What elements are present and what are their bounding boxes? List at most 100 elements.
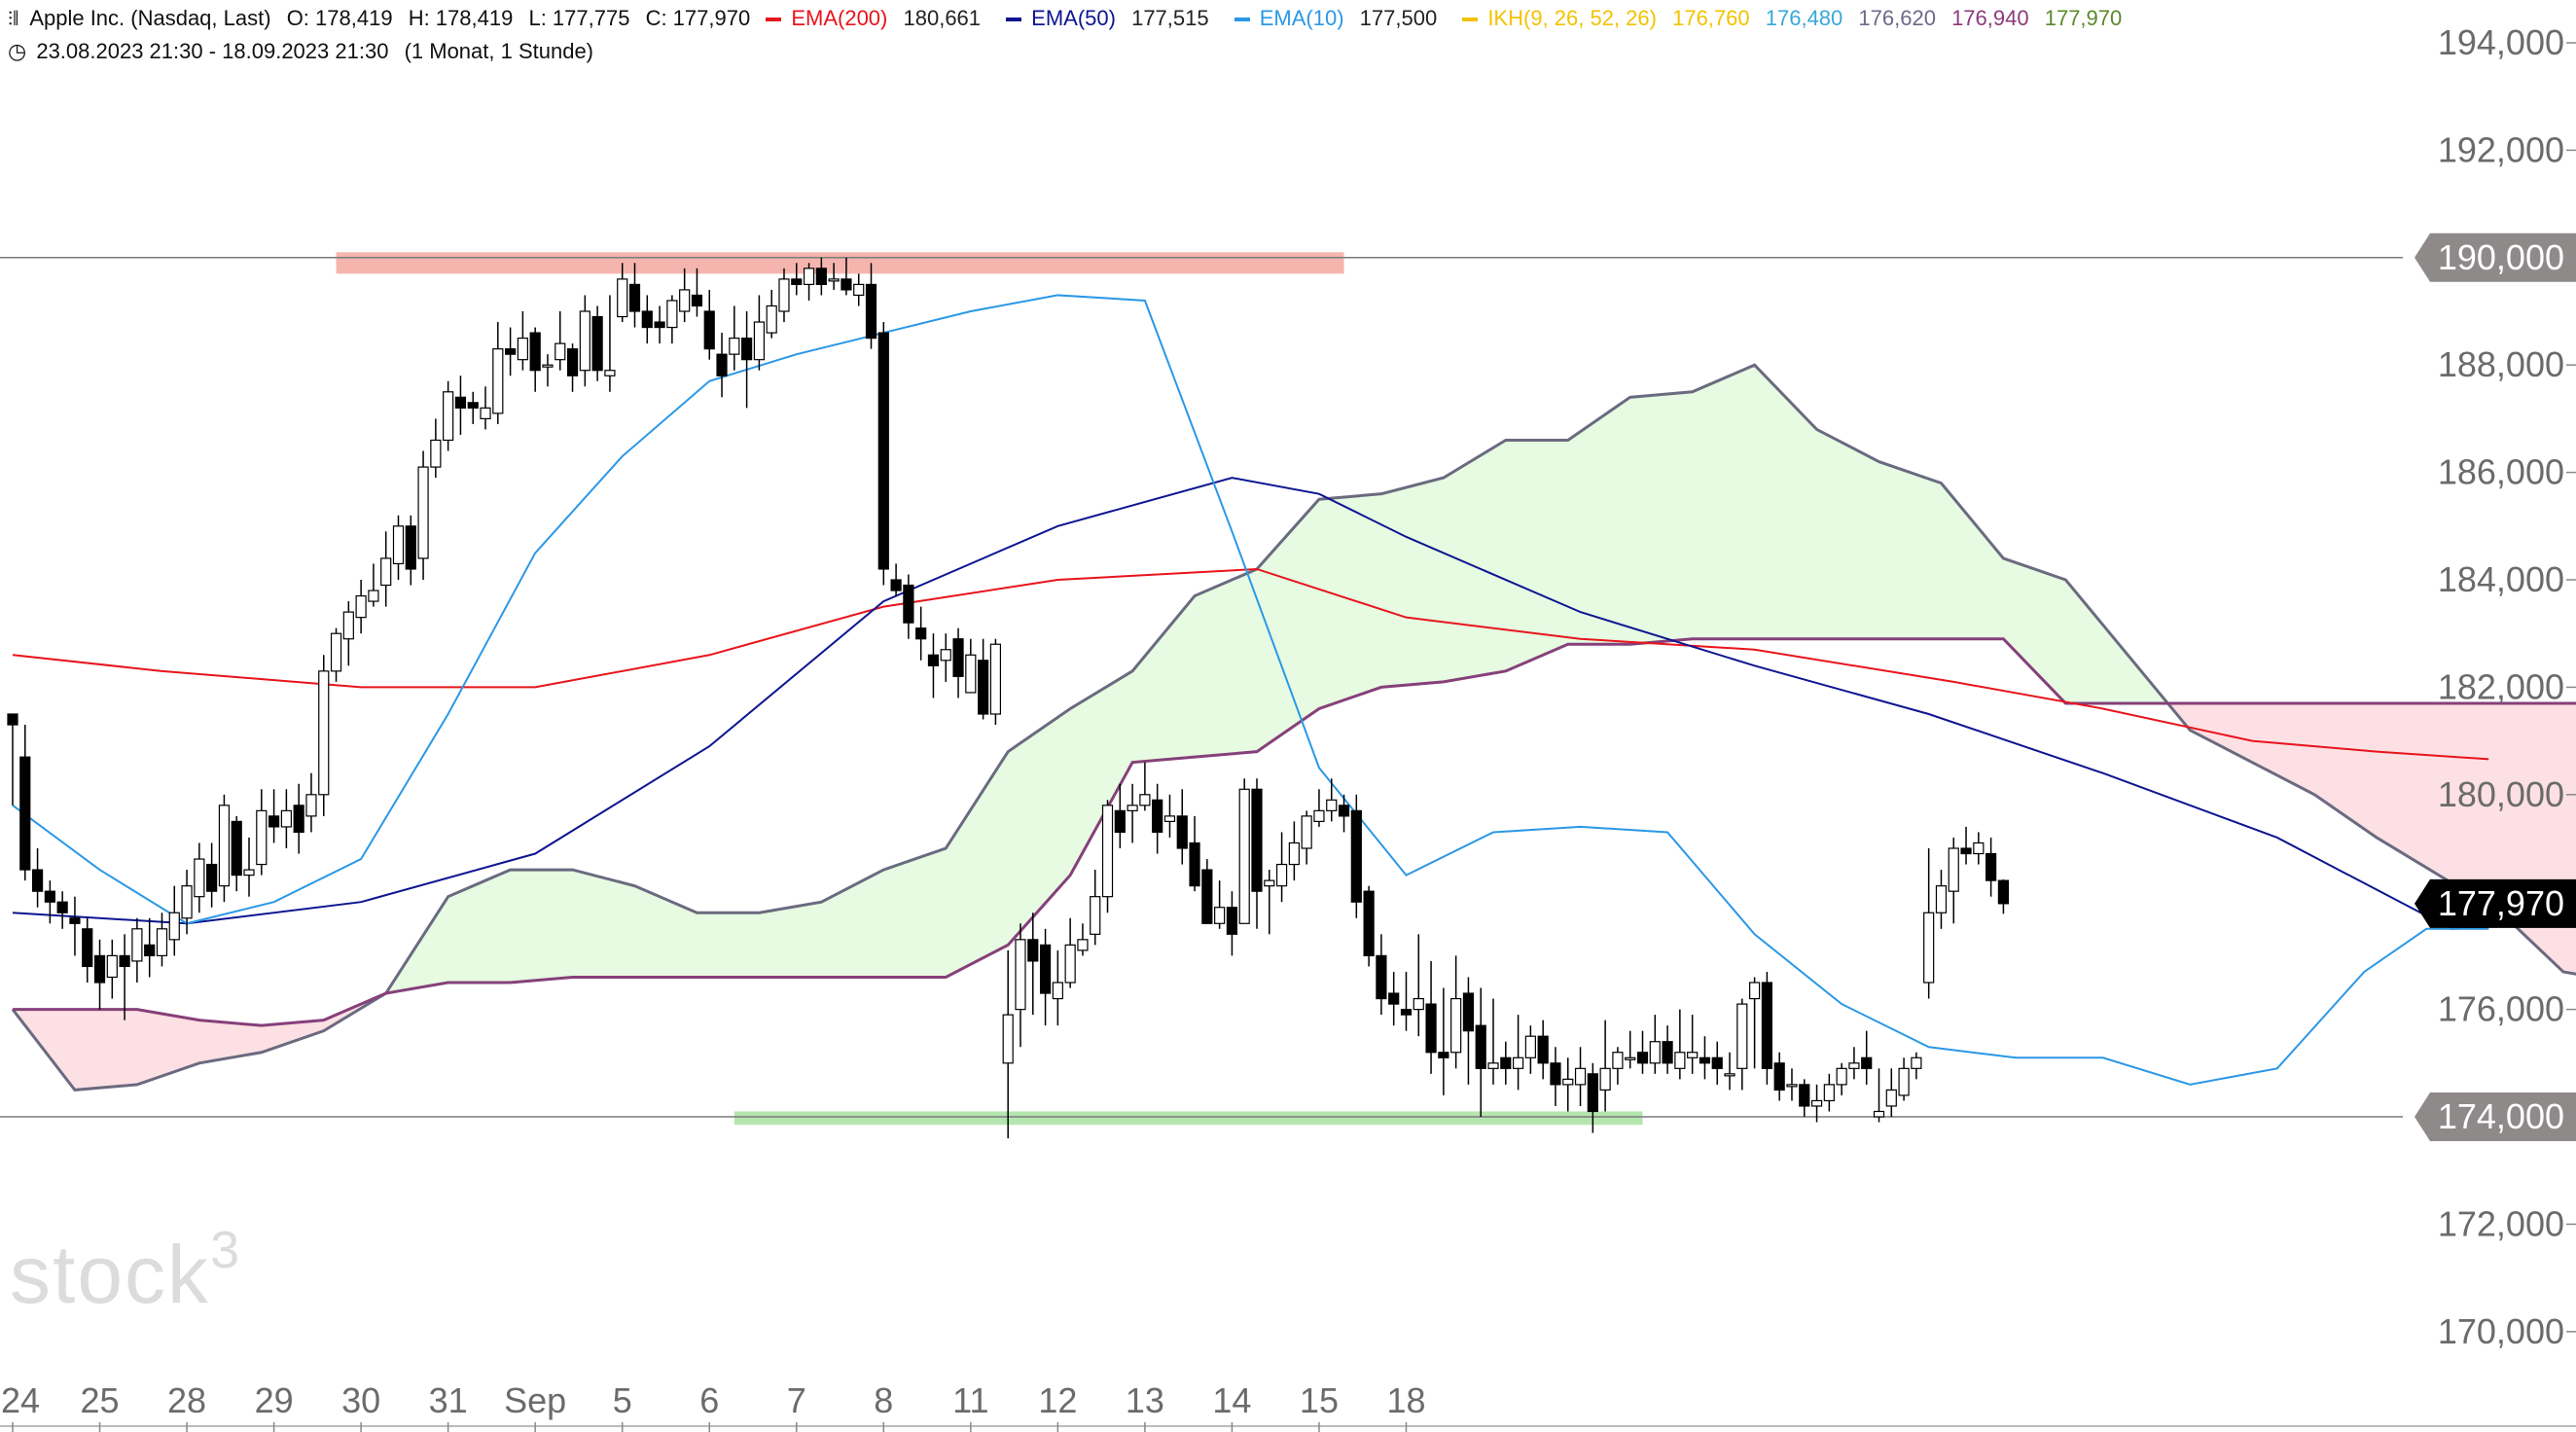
candle <box>1500 1041 1512 1085</box>
level-tag-shape <box>2415 1092 2576 1141</box>
candle <box>1338 794 1350 833</box>
candle <box>741 311 753 409</box>
candle <box>1512 1015 1524 1091</box>
candle-down <box>1699 1056 1711 1064</box>
y-tick-label: 182,000 <box>2438 666 2564 706</box>
candle <box>1636 1030 1649 1074</box>
candle-up <box>280 809 292 828</box>
candle-down <box>641 310 653 329</box>
y-tick-label: 192,000 <box>2438 129 2564 169</box>
candle <box>82 917 93 983</box>
candle <box>1301 810 1312 865</box>
date-range: 23.08.2023 21:30 - 18.09.2023 21:30 <box>36 39 389 63</box>
candle-up <box>1238 788 1250 924</box>
x-tick-label: 28 <box>167 1380 206 1420</box>
candle <box>1674 1009 1686 1080</box>
candle <box>1462 977 1475 1085</box>
candle <box>1363 885 1375 967</box>
candle-up <box>1288 841 1300 866</box>
x-tick-label: 12 <box>1038 1380 1077 1420</box>
candle <box>1662 1025 1673 1074</box>
chart-header: ⫶∥ Apple Inc. (Nasdaq, Last) O: 178,419 … <box>8 6 2151 31</box>
candle-up <box>243 869 255 877</box>
close-value: C: 177,970 <box>645 6 751 30</box>
candle <box>517 311 528 371</box>
candle-up <box>355 594 367 619</box>
candle-up <box>1786 1084 1798 1088</box>
candle-down <box>454 396 467 409</box>
candle <box>989 638 1002 726</box>
candle-up <box>1848 1062 1860 1069</box>
candle <box>1799 1079 1810 1117</box>
candle-down <box>1152 799 1163 834</box>
candle <box>1935 870 1948 929</box>
candle <box>703 289 715 360</box>
candle-up <box>1413 997 1424 1011</box>
candle <box>1313 789 1325 827</box>
candle <box>1973 832 1985 865</box>
candle-up <box>417 466 429 559</box>
candle-down <box>1376 954 1387 1000</box>
open-value: O: 178,419 <box>286 6 393 30</box>
candle-up <box>218 805 231 887</box>
candle <box>1773 1052 1785 1101</box>
candle-down <box>1226 907 1238 935</box>
candlesticks[interactable] <box>7 257 2009 1139</box>
candle-up <box>803 268 815 285</box>
candle <box>679 268 691 323</box>
candle-down <box>703 310 715 350</box>
ema50-line <box>12 477 2489 930</box>
candle-down <box>56 901 68 913</box>
ema-lines <box>12 294 2489 1086</box>
x-tick-label: 5 <box>613 1380 632 1420</box>
candle-up <box>1836 1067 1847 1086</box>
candle-up <box>617 278 628 318</box>
candle-up <box>1674 1052 1686 1069</box>
candle <box>1823 1073 1835 1112</box>
candle-up <box>131 928 143 962</box>
candle <box>841 257 852 296</box>
candle <box>19 725 31 881</box>
candle <box>1923 848 1935 999</box>
candle <box>691 268 703 317</box>
last-price-tag-label: 177,970 <box>2438 883 2564 923</box>
candle <box>766 289 777 339</box>
candle-up <box>443 391 454 442</box>
cloud-line-b <box>13 637 2576 1027</box>
candle <box>417 450 429 580</box>
candle-down <box>144 944 156 956</box>
candle <box>716 333 728 398</box>
level-tag-label: 190,000 <box>2438 237 2564 277</box>
candle-down <box>915 627 927 640</box>
x-tick-label: 24 <box>1 1380 40 1420</box>
candle <box>952 627 964 698</box>
support-zone <box>733 1111 1643 1126</box>
candle <box>1226 891 1238 956</box>
x-tick-label: 7 <box>787 1380 806 1420</box>
candle <box>1090 870 1101 946</box>
candle-down <box>1027 939 1039 962</box>
candle-down <box>1500 1056 1512 1069</box>
candle-up <box>1736 1003 1748 1069</box>
candle <box>877 322 889 586</box>
x-tick-label: 11 <box>952 1380 988 1420</box>
ema200-line <box>12 567 2489 761</box>
candle-down <box>1636 1052 1649 1064</box>
candle <box>7 713 18 806</box>
candle <box>380 531 392 607</box>
y-tick-label: 176,000 <box>2438 989 2564 1029</box>
candle <box>555 311 566 371</box>
candle-up <box>1301 815 1312 849</box>
candle-up <box>1599 1067 1611 1091</box>
x-axis: 24 25 28 29 30 31 Sep 5 6 7 8 11 12 13 14 15 18 <box>0 1380 2576 1432</box>
candle-up <box>753 321 766 361</box>
candle-up <box>305 794 317 817</box>
candle <box>1986 837 1997 897</box>
candle <box>1786 1068 1798 1101</box>
candle <box>168 885 180 956</box>
low-value: L: 177,775 <box>528 6 630 30</box>
candle <box>815 257 827 296</box>
candle-up <box>181 885 193 919</box>
candle <box>1761 971 1772 1085</box>
